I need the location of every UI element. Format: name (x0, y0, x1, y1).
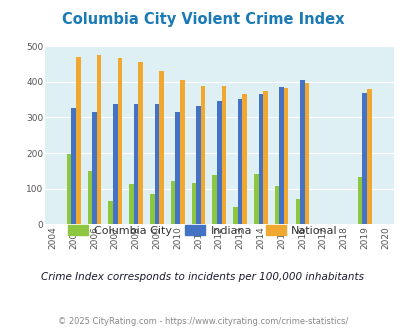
Bar (304, 83, 309, 224)
Bar (237, 99, 242, 224)
Bar (242, 94, 246, 224)
Bar (117, 58, 122, 224)
Bar (299, 80, 304, 224)
Bar (150, 194, 154, 224)
Bar (357, 177, 362, 224)
Bar (362, 93, 366, 224)
Bar (179, 80, 184, 224)
Bar (171, 181, 175, 224)
Bar (67, 154, 71, 224)
Bar (129, 184, 134, 224)
Bar (258, 94, 262, 224)
Bar (366, 89, 371, 224)
Bar (96, 55, 101, 224)
Bar (200, 86, 205, 224)
Bar (154, 104, 159, 224)
Bar (253, 174, 258, 224)
Bar (159, 71, 163, 224)
Bar (71, 108, 76, 224)
Text: Crime Index corresponds to incidents per 100,000 inhabitants: Crime Index corresponds to incidents per… (41, 272, 364, 282)
Bar (212, 175, 216, 224)
Bar (216, 101, 221, 224)
Legend: Columbia City, Indiana, National: Columbia City, Indiana, National (64, 221, 341, 240)
Text: Columbia City Violent Crime Index: Columbia City Violent Crime Index (62, 12, 343, 26)
Bar (262, 91, 267, 224)
Bar (221, 86, 226, 224)
Bar (87, 171, 92, 224)
Bar (113, 104, 117, 224)
Bar (191, 183, 196, 224)
Bar (196, 107, 200, 224)
Bar (295, 199, 299, 224)
Bar (138, 62, 143, 224)
Text: © 2025 CityRating.com - https://www.cityrating.com/crime-statistics/: © 2025 CityRating.com - https://www.city… (58, 317, 347, 326)
Bar (175, 112, 179, 224)
Bar (232, 207, 237, 224)
Bar (279, 87, 283, 224)
Bar (283, 88, 288, 224)
Bar (134, 104, 138, 224)
Bar (108, 201, 113, 224)
Bar (274, 186, 279, 224)
Bar (76, 57, 81, 224)
Bar (92, 112, 96, 224)
